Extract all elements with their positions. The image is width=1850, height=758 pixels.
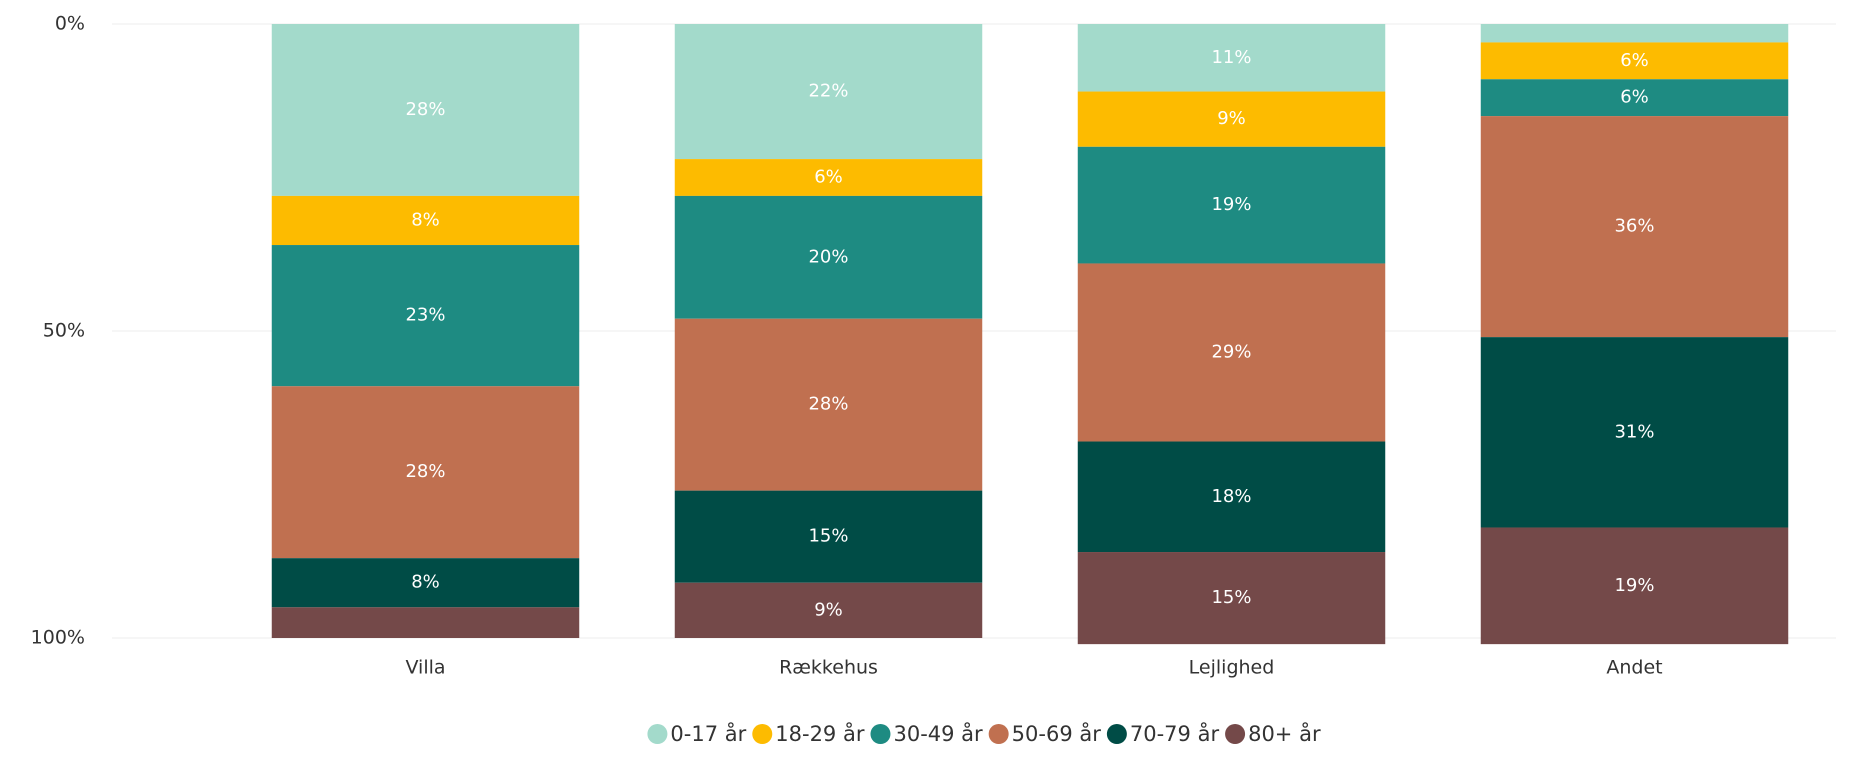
bar-segment (1480, 337, 1789, 528)
bar-segment (1077, 441, 1386, 553)
bar-segment (1077, 263, 1386, 442)
legend-marker (752, 724, 773, 744)
bar-segment (271, 245, 580, 387)
data-label: 15% (1211, 587, 1251, 608)
bar-segment (1480, 116, 1789, 338)
legend-label: 50-69 år (1012, 721, 1102, 746)
legend-label: 18-29 år (775, 721, 865, 746)
legend-marker (870, 724, 891, 744)
data-label: 11% (1211, 47, 1251, 68)
data-label: 6% (1620, 50, 1649, 71)
bar-segment (271, 195, 580, 246)
bar-segment (1077, 552, 1386, 645)
data-label: 29% (1211, 341, 1251, 362)
data-label: 9% (1217, 108, 1246, 129)
legend-label: 80+ år (1248, 721, 1321, 746)
data-label: 28% (405, 99, 445, 120)
bar-segment (271, 558, 580, 608)
bar-segment (271, 24, 580, 196)
legend-marker (1106, 724, 1127, 744)
legend-label: 30-49 år (893, 721, 983, 746)
y-tick-label: 0% (55, 13, 85, 35)
x-tick-label: Lejlighed (1189, 657, 1275, 679)
legend-marker (1225, 724, 1246, 744)
bar-segment (1480, 79, 1789, 117)
legend-marker (988, 724, 1009, 744)
bar-segment (1480, 24, 1789, 43)
legend-label: 0-17 år (670, 721, 746, 746)
data-label: 9% (814, 599, 843, 620)
data-label: 6% (1620, 87, 1649, 108)
data-label: 23% (405, 305, 445, 326)
bar-segment (674, 490, 983, 583)
bar-segment (674, 318, 983, 491)
bar-segment (1480, 527, 1789, 645)
bar-segment (674, 195, 983, 319)
y-tick-label: 100% (31, 627, 85, 649)
data-label: 28% (405, 461, 445, 482)
bar-segment (1077, 91, 1386, 147)
bar-segment (271, 386, 580, 559)
y-tick-label: 50% (43, 320, 85, 342)
data-label: 18% (1211, 486, 1251, 507)
data-label: 19% (1211, 194, 1251, 215)
data-label: 15% (808, 526, 848, 547)
data-label: 19% (1614, 575, 1654, 596)
data-label: 6% (814, 167, 843, 188)
bar-segment (674, 159, 983, 196)
data-label: 20% (808, 246, 848, 267)
data-label: 36% (1614, 216, 1654, 237)
x-tick-label: Villa (405, 657, 445, 679)
bar-segment (1480, 42, 1789, 80)
data-label: 8% (411, 572, 440, 593)
data-label: 31% (1614, 421, 1654, 442)
bar-segment (1077, 24, 1386, 92)
bar-segment (271, 607, 580, 638)
data-label: 28% (808, 394, 848, 415)
bar-segment (674, 582, 983, 638)
x-tick-label: Andet (1606, 657, 1662, 679)
bar-segment (1077, 146, 1386, 264)
legend-marker (647, 724, 668, 744)
legend-label: 70-79 år (1130, 721, 1220, 746)
data-label: 22% (808, 81, 848, 102)
data-label: 8% (411, 209, 440, 230)
bar-segment (674, 24, 983, 160)
x-tick-label: Rækkehus (779, 657, 878, 679)
